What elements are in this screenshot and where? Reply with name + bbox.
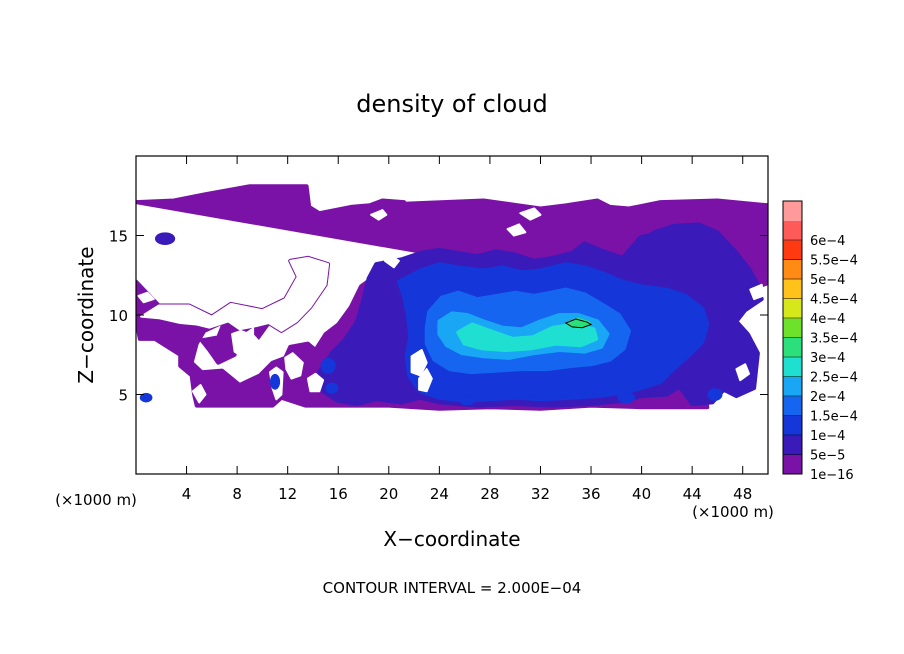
cloud-gaps: [137, 207, 764, 404]
cloud-spot-3: [459, 396, 475, 406]
colorbar-label: 2e−4: [810, 390, 845, 405]
cloud-spot-4: [617, 392, 636, 404]
colorbar-label: 3e−4: [810, 351, 845, 366]
cloud-gap-3: [410, 349, 428, 377]
cloud-gap-10: [506, 223, 527, 237]
colorbar-label: 6e−4: [810, 234, 845, 249]
colorbar-swatch: [783, 337, 802, 358]
contour-line-0: [564, 318, 593, 329]
x-tick-label: 44: [683, 485, 702, 503]
cloud-gap-12: [735, 363, 750, 382]
colorbar-swatch: [783, 415, 802, 436]
cloud-gap-2: [191, 384, 207, 404]
cloud-spot-8: [635, 233, 661, 250]
cloud-spot-1: [325, 382, 339, 394]
colorbar-label: 5.5e−4: [810, 254, 858, 269]
colorbar-swatch: [783, 357, 802, 377]
y-tick-label: 15: [109, 228, 128, 246]
colorbar-swatch: [783, 376, 802, 397]
colorbar-label: 5e−4: [810, 273, 845, 288]
colorbar-swatch: [783, 454, 802, 475]
x-unit-right: (×1000 m): [692, 503, 774, 521]
contour-lines: [564, 318, 593, 329]
colorbar-swatch: [783, 220, 802, 241]
x-tick-label: 20: [379, 485, 398, 503]
x-tick-label: 32: [531, 485, 550, 503]
colorbar-swatch: [783, 435, 802, 455]
colorbar-label: 1e−16: [810, 468, 854, 483]
x-tick-label: 16: [329, 485, 348, 503]
cloud-spot-6: [269, 373, 281, 390]
contour-interval-footer: CONTOUR INTERVAL = 2.000E−04: [323, 579, 582, 597]
cloud-gap-14: [137, 291, 155, 304]
cloud-spots: [139, 232, 723, 406]
colorbar-swatch: [783, 318, 802, 338]
cloud-gap-0: [140, 256, 330, 332]
cloud-gap-7: [306, 372, 325, 393]
cloud-layer-5: [456, 322, 599, 352]
cloud-gap-8: [370, 209, 388, 221]
cloud-spot-0: [139, 392, 153, 403]
cloud-gap-1: [231, 329, 264, 359]
y-tick-label: 10: [109, 307, 128, 325]
y-axis: 5 10 15: [109, 228, 768, 405]
cloud-gap-13: [749, 283, 764, 301]
x-tick-label: 36: [581, 485, 600, 503]
x-tick-label: 28: [480, 485, 499, 503]
x-tick-label: 24: [430, 485, 449, 503]
cloud-spot-2: [320, 357, 336, 374]
cloud-gap-4: [418, 368, 433, 393]
x-tick-label: 8: [232, 485, 242, 503]
colorbar-swatch: [783, 396, 802, 416]
chart-title: density of cloud: [356, 90, 547, 118]
colorbar-label: 2.5e−4: [810, 371, 858, 386]
cloud-spot-7: [154, 232, 176, 246]
colorbar-swatch: [783, 279, 802, 299]
x-tick-label: 12: [278, 485, 297, 503]
plot-area: [136, 156, 768, 474]
cloud-contour-fills: [136, 184, 768, 411]
colorbar-swatch: [783, 240, 802, 260]
x-tick-label: 48: [733, 485, 752, 503]
colorbar-label: 3.5e−4: [810, 332, 858, 347]
colorbar-label: 1.5e−4: [810, 410, 858, 425]
x-unit-left: (×1000 m): [55, 491, 137, 509]
colorbar-swatch: [783, 259, 802, 280]
x-axis-label: X−coordinate: [383, 527, 520, 551]
colorbar-label: 1e−4: [810, 429, 845, 444]
cloud-gap-11: [519, 207, 542, 221]
cloud-gap-6: [284, 352, 304, 380]
y-tick-label: 5: [118, 387, 128, 405]
cloud-layer-6: [566, 317, 591, 329]
colorbar-label: 5e−5: [810, 449, 845, 464]
x-axis: 4 8 12 16 20 24 28 32 36 40 44 48: [182, 156, 752, 503]
colorbar-swatch: [783, 298, 802, 319]
colorbar-swatch: [783, 201, 802, 221]
x-tick-label: 4: [182, 485, 192, 503]
y-axis-label: Z−coordinate: [74, 246, 98, 383]
colorbar: 1e−16 5e−5 1e−4 1.5e−4 2e−4 2.5e−4 3e−4 3.5e−4 4…: [782, 200, 858, 483]
cloud-gap-9: [384, 255, 400, 269]
cloud-spot-5: [707, 388, 723, 401]
colorbar-label: 4.5e−4: [810, 293, 858, 308]
colorbar-label: 4e−4: [810, 312, 845, 327]
x-tick-label: 40: [632, 485, 651, 503]
